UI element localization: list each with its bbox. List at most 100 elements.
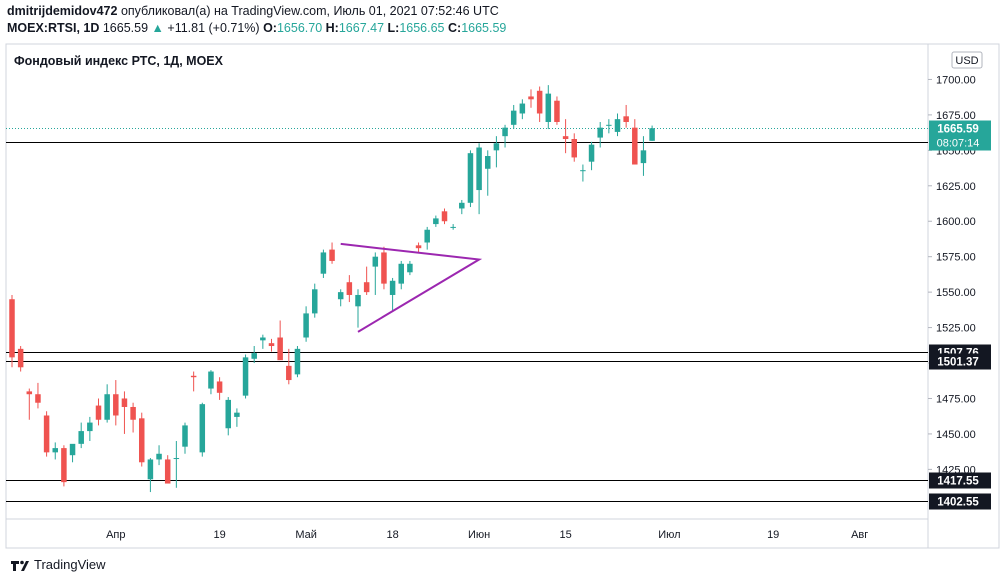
candle: [424, 226, 430, 250]
candle: [104, 384, 110, 423]
candle: [216, 377, 223, 400]
candle: [182, 422, 188, 454]
y-tick-label: 1475.00: [936, 393, 976, 405]
candle-body: [104, 394, 110, 420]
candle: [9, 294, 15, 368]
low-key: L:: [387, 21, 400, 35]
candle-body: [562, 136, 569, 139]
x-tick-label: 19: [767, 529, 779, 541]
candle-body: [17, 348, 24, 368]
candle-body: [130, 406, 136, 420]
candle-body: [294, 348, 301, 375]
x-tick-label: 18: [386, 529, 398, 541]
candle-body: [502, 127, 508, 137]
candle-body: [407, 263, 413, 273]
candle: [329, 242, 335, 264]
candle-body: [182, 425, 188, 447]
candle: [303, 306, 309, 342]
candle: [199, 402, 206, 457]
publication-header: dmitrijdemidov472 опубликовал(а) на Trad…: [7, 4, 499, 18]
level-price-label: 1501.37: [937, 357, 979, 369]
level-price-badge: [929, 472, 991, 489]
candle-body: [156, 453, 162, 460]
candle: [536, 86, 543, 122]
candle-body: [424, 229, 430, 243]
candle: [562, 119, 569, 154]
candle: [156, 445, 162, 466]
candle-body: [450, 226, 456, 228]
candle-body: [260, 337, 266, 341]
candle-body: [493, 143, 500, 151]
candle-body: [528, 96, 534, 100]
candle: [268, 338, 275, 352]
x-tick-label: Май: [295, 529, 317, 541]
currency-label: USD: [955, 55, 978, 67]
candle: [17, 346, 24, 372]
x-tick-label: 15: [559, 529, 571, 541]
candle: [510, 104, 517, 130]
candle: [164, 455, 171, 484]
candle-body: [580, 170, 586, 172]
candle-body: [52, 448, 58, 453]
tradingview-logo-icon: [10, 558, 30, 572]
candle-body: [69, 443, 76, 456]
last-price-countdown: 08:07:14: [937, 138, 980, 150]
candle: [355, 289, 361, 328]
candle-body: [485, 156, 491, 169]
candle: [640, 136, 647, 176]
candle-body: [312, 289, 318, 314]
candle: [121, 391, 128, 434]
candle: [87, 416, 93, 442]
candle-body: [147, 459, 154, 480]
candle: [190, 371, 197, 392]
y-tick-label: 1700.00: [936, 74, 976, 86]
candle: [139, 412, 145, 467]
level-price-label: 1417.55: [937, 476, 979, 488]
candle: [389, 277, 396, 311]
candle: [450, 224, 456, 230]
candle-body: [87, 422, 93, 432]
candle-body: [234, 412, 240, 417]
author-name[interactable]: dmitrijdemidov472: [7, 4, 118, 18]
level-price-badge: [929, 353, 991, 370]
close-value: 1665.59: [461, 21, 507, 35]
candle: [312, 283, 318, 318]
candle-body: [510, 110, 517, 125]
high-value: 1667.47: [338, 21, 385, 35]
candle-body: [35, 394, 41, 403]
candle-body: [545, 93, 552, 122]
change-label: +11.81 (+0.71%): [167, 21, 260, 35]
candle: [43, 411, 50, 457]
candle-body: [606, 124, 612, 126]
level-price-badge: [929, 493, 991, 510]
candle-body: [337, 292, 344, 300]
candle-body: [467, 153, 474, 203]
candle: [467, 150, 474, 208]
candle: [614, 113, 621, 137]
candle: [606, 119, 612, 134]
candle: [225, 397, 231, 436]
last-price-value: 1665.59: [937, 124, 979, 136]
candle: [372, 252, 379, 295]
candle-body: [95, 405, 102, 420]
currency-badge[interactable]: [951, 51, 983, 69]
candle-body: [286, 365, 292, 381]
candle: [649, 125, 655, 141]
candle: [363, 266, 370, 295]
candle: [381, 246, 387, 290]
level-price-label: 1402.55: [937, 497, 979, 509]
candle-body: [623, 116, 629, 122]
candle: [208, 370, 214, 395]
candle-body: [441, 211, 448, 222]
tradingview-footer[interactable]: TradingView: [10, 557, 106, 572]
candle-body: [554, 100, 560, 122]
candle: [337, 289, 344, 307]
candle-body: [433, 218, 439, 225]
last-price-label: 1665.59: [102, 21, 149, 35]
candle: [493, 136, 500, 168]
y-tick-label: 1525.00: [936, 323, 976, 335]
candle-body: [78, 431, 84, 444]
x-tick-label: Июн: [468, 529, 490, 541]
candle: [78, 422, 84, 449]
